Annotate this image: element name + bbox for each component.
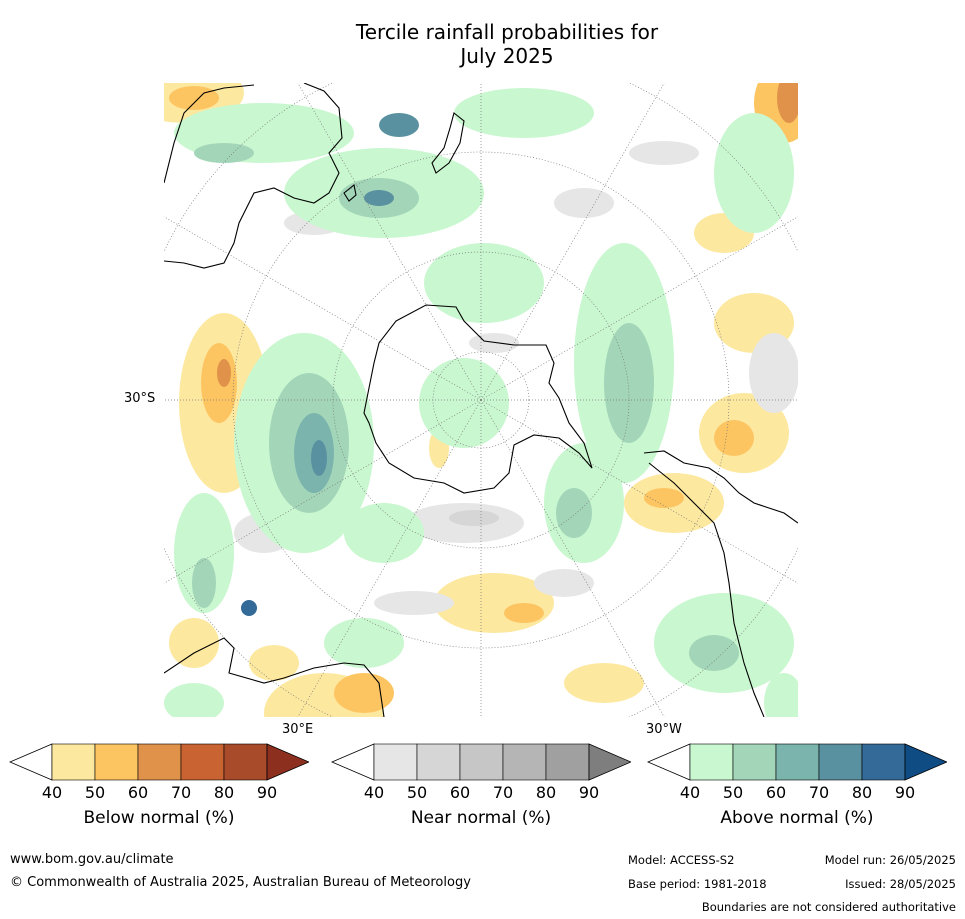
colorbar-tick-label: 50 (722, 783, 744, 802)
title-line-2: July 2025 (460, 44, 554, 68)
colorbar-swatch (689, 743, 734, 781)
colorbar-tick-label: 80 (851, 783, 873, 802)
model-run-text: Model run: 26/05/2025 (824, 853, 956, 867)
map-title: Tercile rainfall probabilities for July … (0, 20, 965, 68)
colorbar-tick-label: 80 (535, 783, 557, 802)
colorbar-tick-label: 40 (363, 783, 385, 802)
colorbar-swatch (180, 743, 225, 781)
colorbar-tick-label: 60 (449, 783, 471, 802)
colorbar-tick-label: 60 (765, 783, 787, 802)
longitude-label-30e: 30°E (282, 722, 314, 737)
colorbar-extension-high (588, 743, 631, 781)
colorbar-tick-label: 70 (492, 783, 514, 802)
colorbar-tick-label: 90 (256, 783, 278, 802)
above-normal-areas (164, 88, 798, 717)
coastlines (164, 83, 798, 717)
colorbar-tick-label: 80 (213, 783, 235, 802)
colorbar-tick-label: 50 (84, 783, 106, 802)
colorbar-tick-label: 70 (808, 783, 830, 802)
colorbar-swatch (373, 743, 418, 781)
issued-text: Issued: 28/05/2025 (845, 877, 956, 891)
longitude-label-30w: 30°W (646, 722, 682, 737)
base-period-text: Base period: 1981-2018 (628, 877, 767, 891)
website-link[interactable]: www.bom.gov.au/climate (10, 852, 174, 867)
colorbar-swatch (775, 743, 820, 781)
model-text: Model: ACCESS-S2 (628, 853, 735, 867)
colorbar-swatch (94, 743, 139, 781)
colorbar-swatch (818, 743, 863, 781)
colorbar-swatch (861, 743, 906, 781)
polar-probability-map (164, 83, 798, 717)
colorbar-tick-label: 50 (406, 783, 428, 802)
colorbar-extension-low (647, 743, 691, 781)
colorbar-tick-label: 40 (41, 783, 63, 802)
colorbar-swatch (137, 743, 182, 781)
above-normal-label: Above normal (%) (720, 808, 874, 828)
colorbar-extension-low (331, 743, 375, 781)
near-normal-label: Near normal (%) (410, 808, 552, 828)
colorbar-extension-high (904, 743, 947, 781)
colorbar-extension-low (9, 743, 53, 781)
above-normal-colorbar (647, 743, 947, 781)
disclaimer-text: Boundaries are not considered authoritat… (701, 900, 956, 914)
colorbar-swatch (416, 743, 461, 781)
near-normal-colorbar (331, 743, 631, 781)
below-normal-ticks: 40 50 60 70 80 90 (9, 783, 309, 802)
colorbar-swatch (545, 743, 590, 781)
colorbar-swatch (51, 743, 96, 781)
copyright-text: © Commonwealth of Australia 2025, Austra… (10, 875, 471, 890)
below-normal-colorbar (9, 743, 309, 781)
colorbar-swatch (502, 743, 547, 781)
below-normal-label: Below normal (%) (83, 808, 235, 828)
colorbar-tick-label: 60 (127, 783, 149, 802)
colorbar-tick-label: 70 (170, 783, 192, 802)
above-normal-ticks: 40 50 60 70 80 90 (647, 783, 947, 802)
graticule (164, 83, 798, 717)
colorbar-extension-high (266, 743, 309, 781)
colorbar-tick-label: 40 (679, 783, 701, 802)
colorbar-tick-label: 90 (894, 783, 916, 802)
near-normal-ticks: 40 50 60 70 80 90 (331, 783, 631, 802)
colorbar-swatch (459, 743, 504, 781)
latitude-label-30s: 30°S (124, 391, 156, 406)
colorbar-tick-label: 90 (578, 783, 600, 802)
title-line-1: Tercile rainfall probabilities for (355, 20, 659, 44)
colorbar-swatch (223, 743, 268, 781)
colorbar-swatch (732, 743, 777, 781)
